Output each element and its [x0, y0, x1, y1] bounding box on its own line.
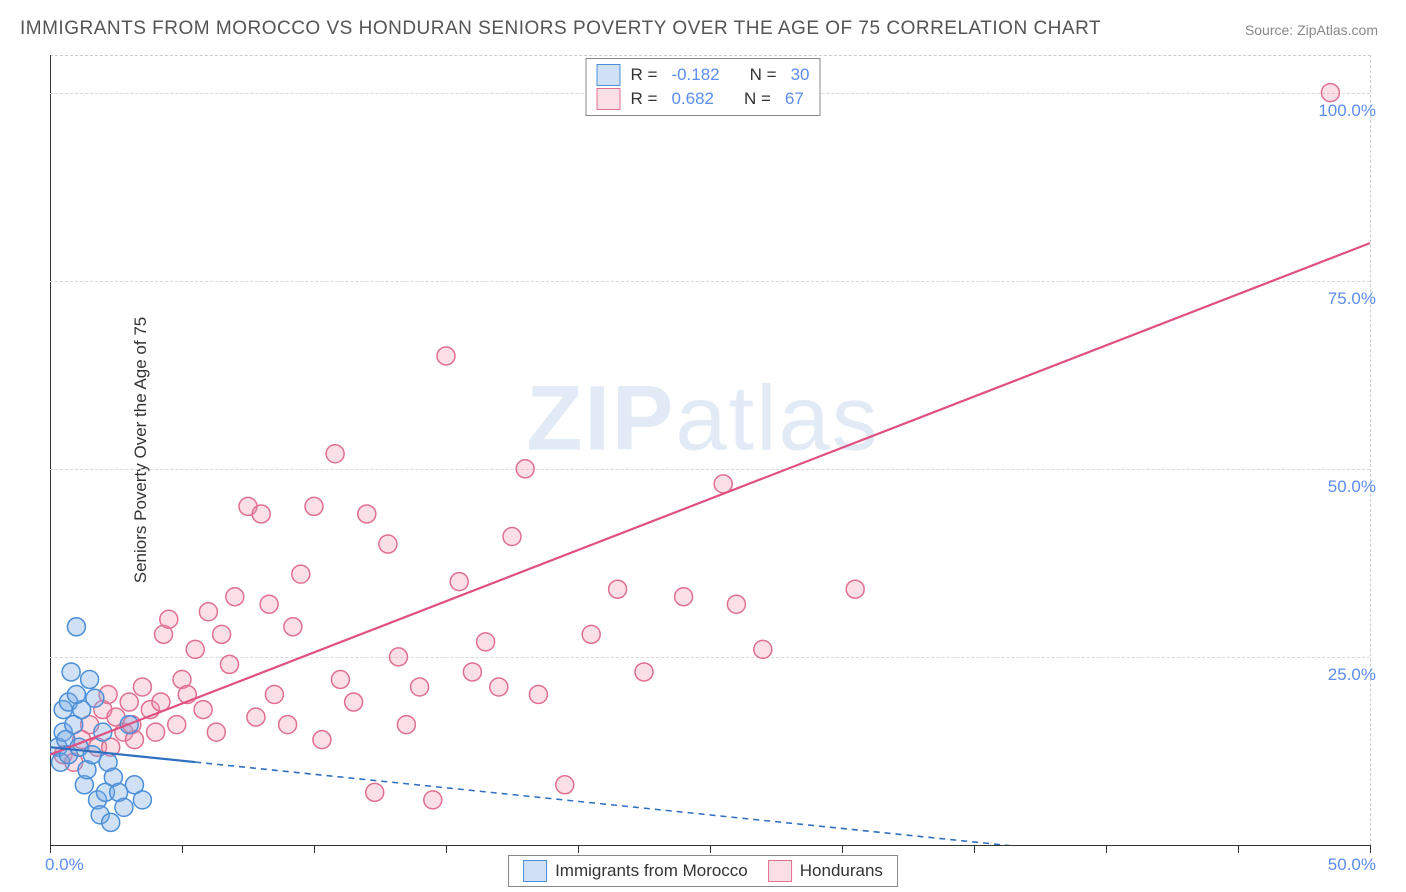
- scatter-point: [345, 693, 363, 711]
- legend-bottom-swatch-0: [523, 860, 547, 882]
- legend-n-value-1: 67: [785, 89, 804, 109]
- legend-bottom-label-1: Hondurans: [800, 861, 883, 881]
- scatter-point: [147, 723, 165, 741]
- scatter-point: [199, 603, 217, 621]
- legend-r-value-1: 0.682: [671, 89, 714, 109]
- scatter-point: [86, 689, 104, 707]
- legend-n-value-0: 30: [791, 65, 810, 85]
- scatter-point: [292, 565, 310, 583]
- x-tick-mark: [842, 845, 843, 853]
- scatter-point: [226, 588, 244, 606]
- scatter-point: [358, 505, 376, 523]
- scatter-plot-svg: [50, 55, 1370, 845]
- x-tick-mark: [314, 845, 315, 853]
- scatter-point: [463, 663, 481, 681]
- scatter-point: [503, 528, 521, 546]
- scatter-point: [331, 670, 349, 688]
- legend-bottom-label-0: Immigrants from Morocco: [555, 861, 748, 881]
- legend-n-label-0: N =: [750, 65, 777, 85]
- legend-row-series-0: R = -0.182 N = 30: [597, 63, 810, 87]
- x-tick-mark: [578, 845, 579, 853]
- trend-line-dashed: [195, 762, 1370, 845]
- scatter-point: [81, 670, 99, 688]
- x-tick-mark: [446, 845, 447, 853]
- x-tick-mark: [974, 845, 975, 853]
- scatter-point: [168, 716, 186, 734]
- x-tick-mark: [50, 845, 51, 853]
- scatter-point: [389, 648, 407, 666]
- source-attribution: Source: ZipAtlas.com: [1245, 22, 1378, 38]
- scatter-point: [529, 686, 547, 704]
- chart-title: IMMIGRANTS FROM MOROCCO VS HONDURAN SENI…: [20, 18, 1101, 40]
- scatter-point: [213, 625, 231, 643]
- legend-r-label-1: R =: [631, 89, 658, 109]
- legend-correlation: R = -0.182 N = 30 R = 0.682 N = 67: [586, 58, 821, 116]
- legend-r-value-0: -0.182: [671, 65, 719, 85]
- scatter-point: [582, 625, 600, 643]
- scatter-point: [1321, 84, 1339, 102]
- scatter-point: [194, 701, 212, 719]
- x-tick-label-min: 0.0%: [45, 855, 84, 875]
- legend-item-series-0: Immigrants from Morocco: [523, 860, 748, 882]
- scatter-point: [265, 686, 283, 704]
- scatter-point: [279, 716, 297, 734]
- scatter-point: [120, 693, 138, 711]
- x-tick-mark: [1106, 845, 1107, 853]
- scatter-point: [366, 783, 384, 801]
- x-tick-mark: [1238, 845, 1239, 853]
- scatter-point: [284, 618, 302, 636]
- x-tick-mark: [182, 845, 183, 853]
- scatter-point: [115, 798, 133, 816]
- scatter-point: [846, 580, 864, 598]
- scatter-point: [186, 640, 204, 658]
- x-tick-mark: [710, 845, 711, 853]
- scatter-point: [305, 497, 323, 515]
- scatter-point: [397, 716, 415, 734]
- scatter-point: [609, 580, 627, 598]
- legend-swatch-series-1: [597, 88, 621, 110]
- scatter-point: [313, 731, 331, 749]
- scatter-point: [62, 663, 80, 681]
- scatter-point: [424, 791, 442, 809]
- scatter-point: [727, 595, 745, 613]
- scatter-point: [490, 678, 508, 696]
- legend-r-label-0: R =: [631, 65, 658, 85]
- x-tick-mark: [1370, 845, 1371, 853]
- scatter-point: [556, 776, 574, 794]
- scatter-point: [207, 723, 225, 741]
- legend-item-series-1: Hondurans: [768, 860, 883, 882]
- x-tick-label-max: 50.0%: [1328, 855, 1376, 875]
- scatter-point: [260, 595, 278, 613]
- scatter-point: [133, 791, 151, 809]
- scatter-point: [326, 445, 344, 463]
- legend-row-series-1: R = 0.682 N = 67: [597, 87, 810, 111]
- scatter-point: [102, 813, 120, 831]
- scatter-point: [67, 686, 85, 704]
- scatter-point: [133, 678, 151, 696]
- scatter-point: [516, 460, 534, 478]
- scatter-point: [411, 678, 429, 696]
- scatter-point: [437, 347, 455, 365]
- scatter-point: [379, 535, 397, 553]
- legend-n-label-1: N =: [744, 89, 771, 109]
- scatter-point: [477, 633, 495, 651]
- scatter-point: [221, 655, 239, 673]
- legend-series: Immigrants from Morocco Hondurans: [508, 855, 898, 887]
- scatter-point: [450, 573, 468, 591]
- legend-bottom-swatch-1: [768, 860, 792, 882]
- legend-swatch-series-0: [597, 64, 621, 86]
- scatter-point: [252, 505, 270, 523]
- scatter-point: [160, 610, 178, 628]
- scatter-point: [247, 708, 265, 726]
- scatter-point: [754, 640, 772, 658]
- scatter-point: [714, 475, 732, 493]
- scatter-point: [635, 663, 653, 681]
- scatter-point: [675, 588, 693, 606]
- scatter-point: [67, 618, 85, 636]
